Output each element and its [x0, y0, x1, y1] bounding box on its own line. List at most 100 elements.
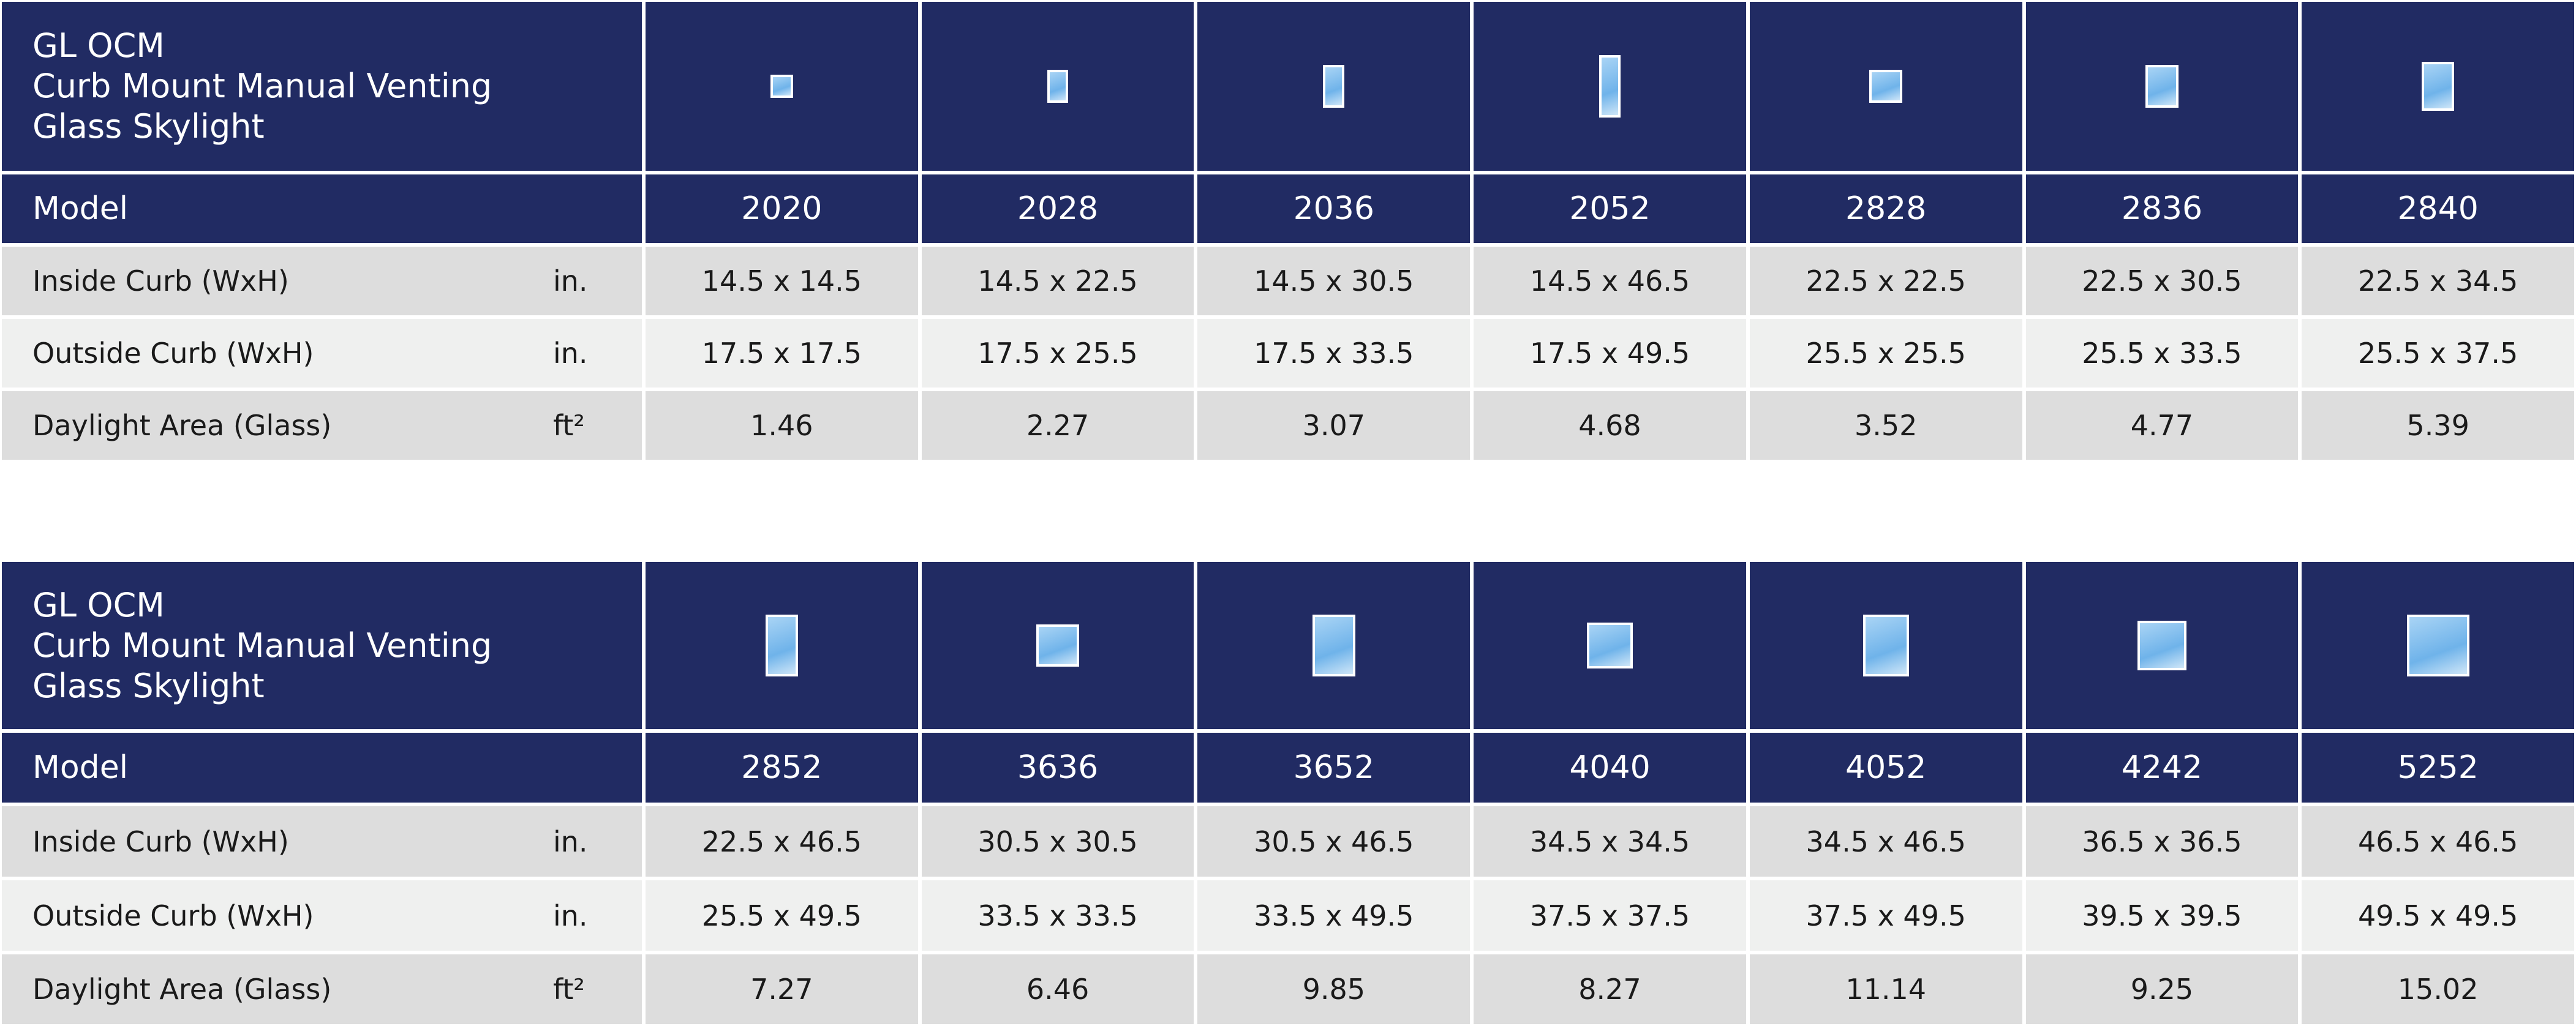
cell-value: 4.68 [1472, 389, 1748, 462]
icon-cell [2024, 560, 2300, 731]
skylight-icon [1869, 70, 1903, 103]
skylight-icon [765, 614, 799, 677]
row-label-text: Inside Curb (WxH) [32, 264, 289, 298]
header-label: Model [0, 731, 644, 804]
cell-value: 14.5 x 30.5 [1196, 245, 1472, 317]
cell-value: 17.5 x 25.5 [919, 317, 1196, 389]
model-number: 4242 [2024, 731, 2300, 804]
cell-value: 9.85 [1196, 953, 1472, 1026]
table-title: GL OCM Curb Mount Manual Venting Glass Sky… [0, 0, 644, 173]
skylight-icon [2145, 65, 2179, 108]
cell-value: 46.5 x 46.5 [2300, 804, 2576, 878]
icon-cell [1747, 560, 2024, 731]
icon-cell [2300, 0, 2576, 173]
model-number: 2020 [644, 173, 920, 245]
skylight-icon [1312, 614, 1355, 677]
row-label-text: Outside Curb (WxH) [32, 899, 314, 932]
icon-cell [919, 0, 1196, 173]
cell-value: 9.25 [2024, 953, 2300, 1026]
table-title: GL OCM Curb Mount Manual Venting Glass Sky… [0, 560, 644, 731]
cell-value: 4.77 [2024, 389, 2300, 462]
cell-value: 17.5 x 49.5 [1472, 317, 1748, 389]
model-number: 3652 [1196, 731, 1472, 804]
icon-cell [1747, 0, 2024, 173]
cell-value: 7.27 [644, 953, 920, 1026]
model-number: 2828 [1747, 173, 2024, 245]
row-label-text: Daylight Area (Glass) [32, 409, 332, 442]
cell-value: 34.5 x 34.5 [1472, 804, 1748, 878]
skylight-icon [1323, 65, 1345, 108]
model-number: 4052 [1747, 731, 2024, 804]
skylight-icon [1862, 614, 1909, 677]
cell-value: 14.5 x 46.5 [1472, 245, 1748, 317]
cell-value: 22.5 x 22.5 [1747, 245, 2024, 317]
row-label: Daylight Area (Glass) ft² [0, 953, 644, 1026]
cell-value: 25.5 x 25.5 [1747, 317, 2024, 389]
cell-value: 22.5 x 34.5 [2300, 245, 2576, 317]
cell-value: 25.5 x 37.5 [2300, 317, 2576, 389]
row-unit: in. [553, 337, 588, 370]
cell-value: 30.5 x 30.5 [919, 804, 1196, 878]
row-label-text: Outside Curb (WxH) [32, 337, 314, 370]
title-line: GL OCM [32, 585, 165, 624]
model-number: 2036 [1196, 173, 1472, 245]
cell-value: 8.27 [1472, 953, 1748, 1026]
header-label: Model [0, 173, 644, 245]
row-unit: ft² [553, 409, 585, 442]
cell-value: 39.5 x 39.5 [2024, 878, 2300, 953]
title-line: Curb Mount Manual Venting [32, 67, 492, 105]
icon-cell [2024, 0, 2300, 173]
cell-value: 6.46 [919, 953, 1196, 1026]
row-unit: in. [553, 899, 588, 932]
title-line: GL OCM [32, 26, 165, 65]
model-number: 2836 [2024, 173, 2300, 245]
icon-cell [919, 560, 1196, 731]
cell-value: 37.5 x 37.5 [1472, 878, 1748, 953]
row-unit: ft² [553, 973, 585, 1006]
icon-cell [2300, 560, 2576, 731]
cell-value: 17.5 x 17.5 [644, 317, 920, 389]
model-number: 2840 [2300, 173, 2576, 245]
icon-cell [1472, 560, 1748, 731]
row-label: Outside Curb (WxH) in. [0, 317, 644, 389]
cell-value: 5.39 [2300, 389, 2576, 462]
skylight-icon [2406, 614, 2469, 677]
model-number: 2852 [644, 731, 920, 804]
skylight-icon [2137, 621, 2187, 670]
row-label: Inside Curb (WxH) in. [0, 804, 644, 878]
skylight-icon [1036, 624, 1079, 667]
cell-value: 14.5 x 22.5 [919, 245, 1196, 317]
cell-value: 33.5 x 49.5 [1196, 878, 1472, 953]
skylight-icon [770, 75, 794, 98]
row-unit: in. [553, 264, 588, 298]
cell-value: 3.52 [1747, 389, 2024, 462]
model-number: 4040 [1472, 731, 1748, 804]
skylight-icon [2421, 61, 2455, 111]
model-number: 2028 [919, 173, 1196, 245]
cell-value: 49.5 x 49.5 [2300, 878, 2576, 953]
cell-value: 15.02 [2300, 953, 2576, 1026]
title-line: Glass Skylight [32, 666, 265, 705]
cell-value: 22.5 x 46.5 [644, 804, 920, 878]
icon-cell [1196, 0, 1472, 173]
skylight-icon [1586, 622, 1633, 669]
row-label: Daylight Area (Glass) ft² [0, 389, 644, 462]
row-label: Outside Curb (WxH) in. [0, 878, 644, 953]
icon-cell [1472, 0, 1748, 173]
cell-value: 22.5 x 30.5 [2024, 245, 2300, 317]
cell-value: 33.5 x 33.5 [919, 878, 1196, 953]
row-unit: in. [553, 825, 588, 858]
cell-value: 14.5 x 14.5 [644, 245, 920, 317]
cell-value: 11.14 [1747, 953, 2024, 1026]
row-label: Inside Curb (WxH) in. [0, 245, 644, 317]
cell-value: 2.27 [919, 389, 1196, 462]
icon-cell [644, 0, 920, 173]
cell-value: 30.5 x 46.5 [1196, 804, 1472, 878]
cell-value: 37.5 x 49.5 [1747, 878, 2024, 953]
title-line: Glass Skylight [32, 107, 265, 146]
cell-value: 34.5 x 46.5 [1747, 804, 2024, 878]
skylight-icon [1047, 70, 1069, 103]
icon-cell [644, 560, 920, 731]
model-number: 5252 [2300, 731, 2576, 804]
